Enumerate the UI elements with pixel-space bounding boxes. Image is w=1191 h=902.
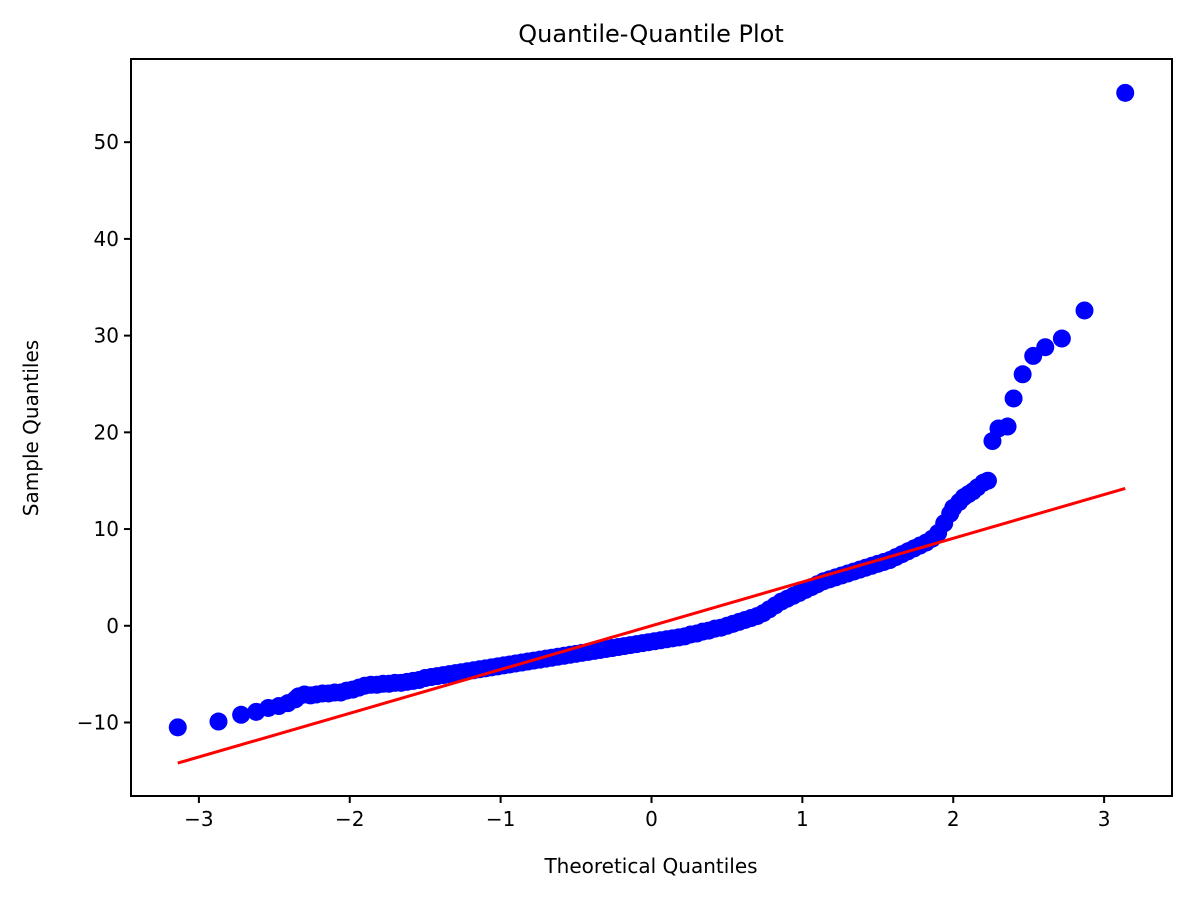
x-tick-label: −2 [335, 807, 364, 831]
x-tick-label: 0 [645, 807, 658, 831]
y-tick-label: 0 [106, 614, 119, 638]
reference-line [177, 486, 1126, 765]
x-tick-label: −1 [486, 807, 515, 831]
chart-title: Quantile-Quantile Plot [518, 20, 783, 48]
sample-point [998, 417, 1017, 436]
x-tick-label: 1 [796, 807, 809, 831]
y-tick-label: 10 [94, 517, 119, 541]
x-tick-label: 2 [947, 807, 960, 831]
sample-point [1116, 83, 1135, 102]
y-tick-label: −10 [77, 710, 119, 734]
y-axis-label: Sample Quantiles [19, 340, 43, 516]
x-axis-label: Theoretical Quantiles [543, 854, 757, 878]
sample-point [1013, 365, 1032, 384]
sample-point [232, 705, 251, 724]
sample-point [978, 471, 997, 490]
plot-area [168, 83, 1135, 765]
sample-point [1052, 329, 1071, 348]
x-tick-label: −3 [184, 807, 213, 831]
sample-point [209, 712, 228, 731]
sample-point [1075, 301, 1094, 320]
sample-point [168, 718, 187, 737]
sample-point [1036, 338, 1055, 357]
sample-point [1004, 389, 1023, 408]
y-tick-label: 20 [94, 420, 119, 444]
x-tick-label: 3 [1098, 807, 1111, 831]
y-tick-label: 40 [94, 227, 119, 251]
y-tick-label: 30 [94, 324, 119, 348]
y-tick-label: 50 [94, 130, 119, 154]
